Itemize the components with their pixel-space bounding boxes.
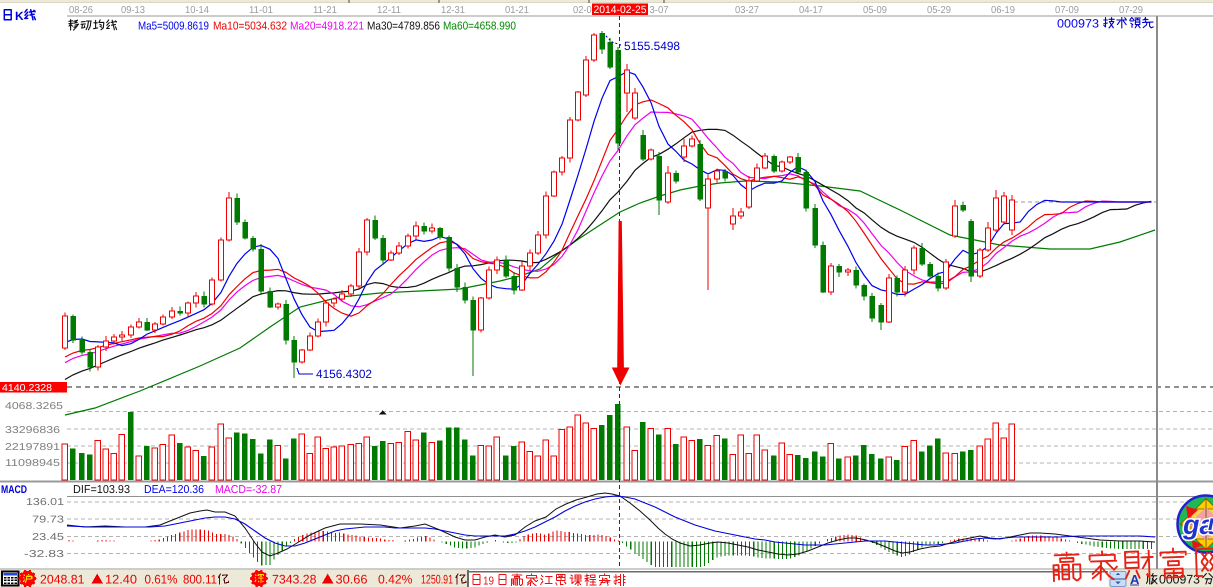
svg-text:09-13: 09-13 (121, 5, 145, 16)
svg-text:DEA=120.36: DEA=120.36 (144, 484, 204, 496)
svg-text:0.42%: 0.42% (378, 573, 413, 587)
svg-text:Ma20=4918.221: Ma20=4918.221 (290, 21, 364, 33)
svg-text:01-21: 01-21 (505, 5, 529, 16)
svg-text:1250.91: 1250.91 (421, 573, 453, 587)
svg-text:05-09: 05-09 (863, 5, 887, 16)
svg-text:2014-02-25: 2014-02-25 (594, 4, 647, 16)
svg-text:12-31: 12-31 (441, 5, 465, 16)
svg-text:000973: 000973 (1159, 573, 1200, 587)
svg-text:08-26: 08-26 (69, 5, 93, 16)
svg-text:07-29: 07-29 (1119, 5, 1143, 16)
svg-text:12.40: 12.40 (105, 573, 137, 587)
svg-text:30.66: 30.66 (336, 573, 368, 587)
svg-text:Ma5=5009.8619: Ma5=5009.8619 (138, 21, 209, 33)
svg-text:33296836: 33296836 (5, 425, 61, 436)
svg-text:11-01: 11-01 (249, 5, 273, 16)
svg-text:10-14: 10-14 (185, 5, 209, 16)
svg-text:05-29: 05-29 (927, 5, 951, 16)
svg-text:Ma60=4658.990: Ma60=4658.990 (443, 21, 516, 33)
svg-text:11098945: 11098945 (5, 458, 61, 469)
svg-text:5155.5498: 5155.5498 (624, 39, 680, 53)
svg-text:Ma30=4789.856: Ma30=4789.856 (367, 21, 440, 33)
svg-text:MACD=-32.87: MACD=-32.87 (215, 484, 282, 496)
svg-text:11-21: 11-21 (313, 5, 337, 16)
svg-text:4156.4302: 4156.4302 (316, 367, 372, 381)
svg-text:Ma10=5034.632: Ma10=5034.632 (213, 21, 287, 33)
svg-text:ga: ga (1182, 510, 1213, 540)
svg-text:4068.3265: 4068.3265 (5, 401, 64, 412)
svg-text:136.01: 136.01 (26, 497, 65, 508)
svg-text:0.61%: 0.61% (145, 573, 178, 587)
svg-text:3-07: 3-07 (650, 5, 669, 16)
svg-text:K: K (15, 9, 24, 23)
svg-text:03-27: 03-27 (735, 5, 759, 16)
svg-text:000973: 000973 (1057, 17, 1099, 31)
svg-text:-32.83: -32.83 (24, 549, 65, 560)
svg-text:23.45: 23.45 (32, 532, 65, 543)
svg-text:4140.2328: 4140.2328 (2, 383, 52, 394)
svg-text:12-11: 12-11 (377, 5, 401, 16)
svg-text:06-19: 06-19 (991, 5, 1015, 16)
svg-text:79.73: 79.73 (32, 515, 65, 526)
svg-text:07-09: 07-09 (1055, 5, 1079, 16)
svg-text:n: n (1208, 510, 1213, 535)
svg-text:7343.28: 7343.28 (272, 573, 317, 587)
svg-text:A: A (1130, 572, 1140, 587)
svg-text:02-07: 02-07 (573, 5, 597, 16)
svg-text:19: 19 (483, 576, 494, 587)
svg-text:800.11: 800.11 (183, 573, 217, 587)
svg-text:22197891: 22197891 (5, 442, 61, 453)
svg-text:MACD: MACD (1, 484, 27, 496)
svg-text:04-17: 04-17 (799, 5, 823, 16)
svg-text:2048.81: 2048.81 (40, 573, 85, 587)
svg-text:DIF=103.93: DIF=103.93 (73, 484, 130, 496)
